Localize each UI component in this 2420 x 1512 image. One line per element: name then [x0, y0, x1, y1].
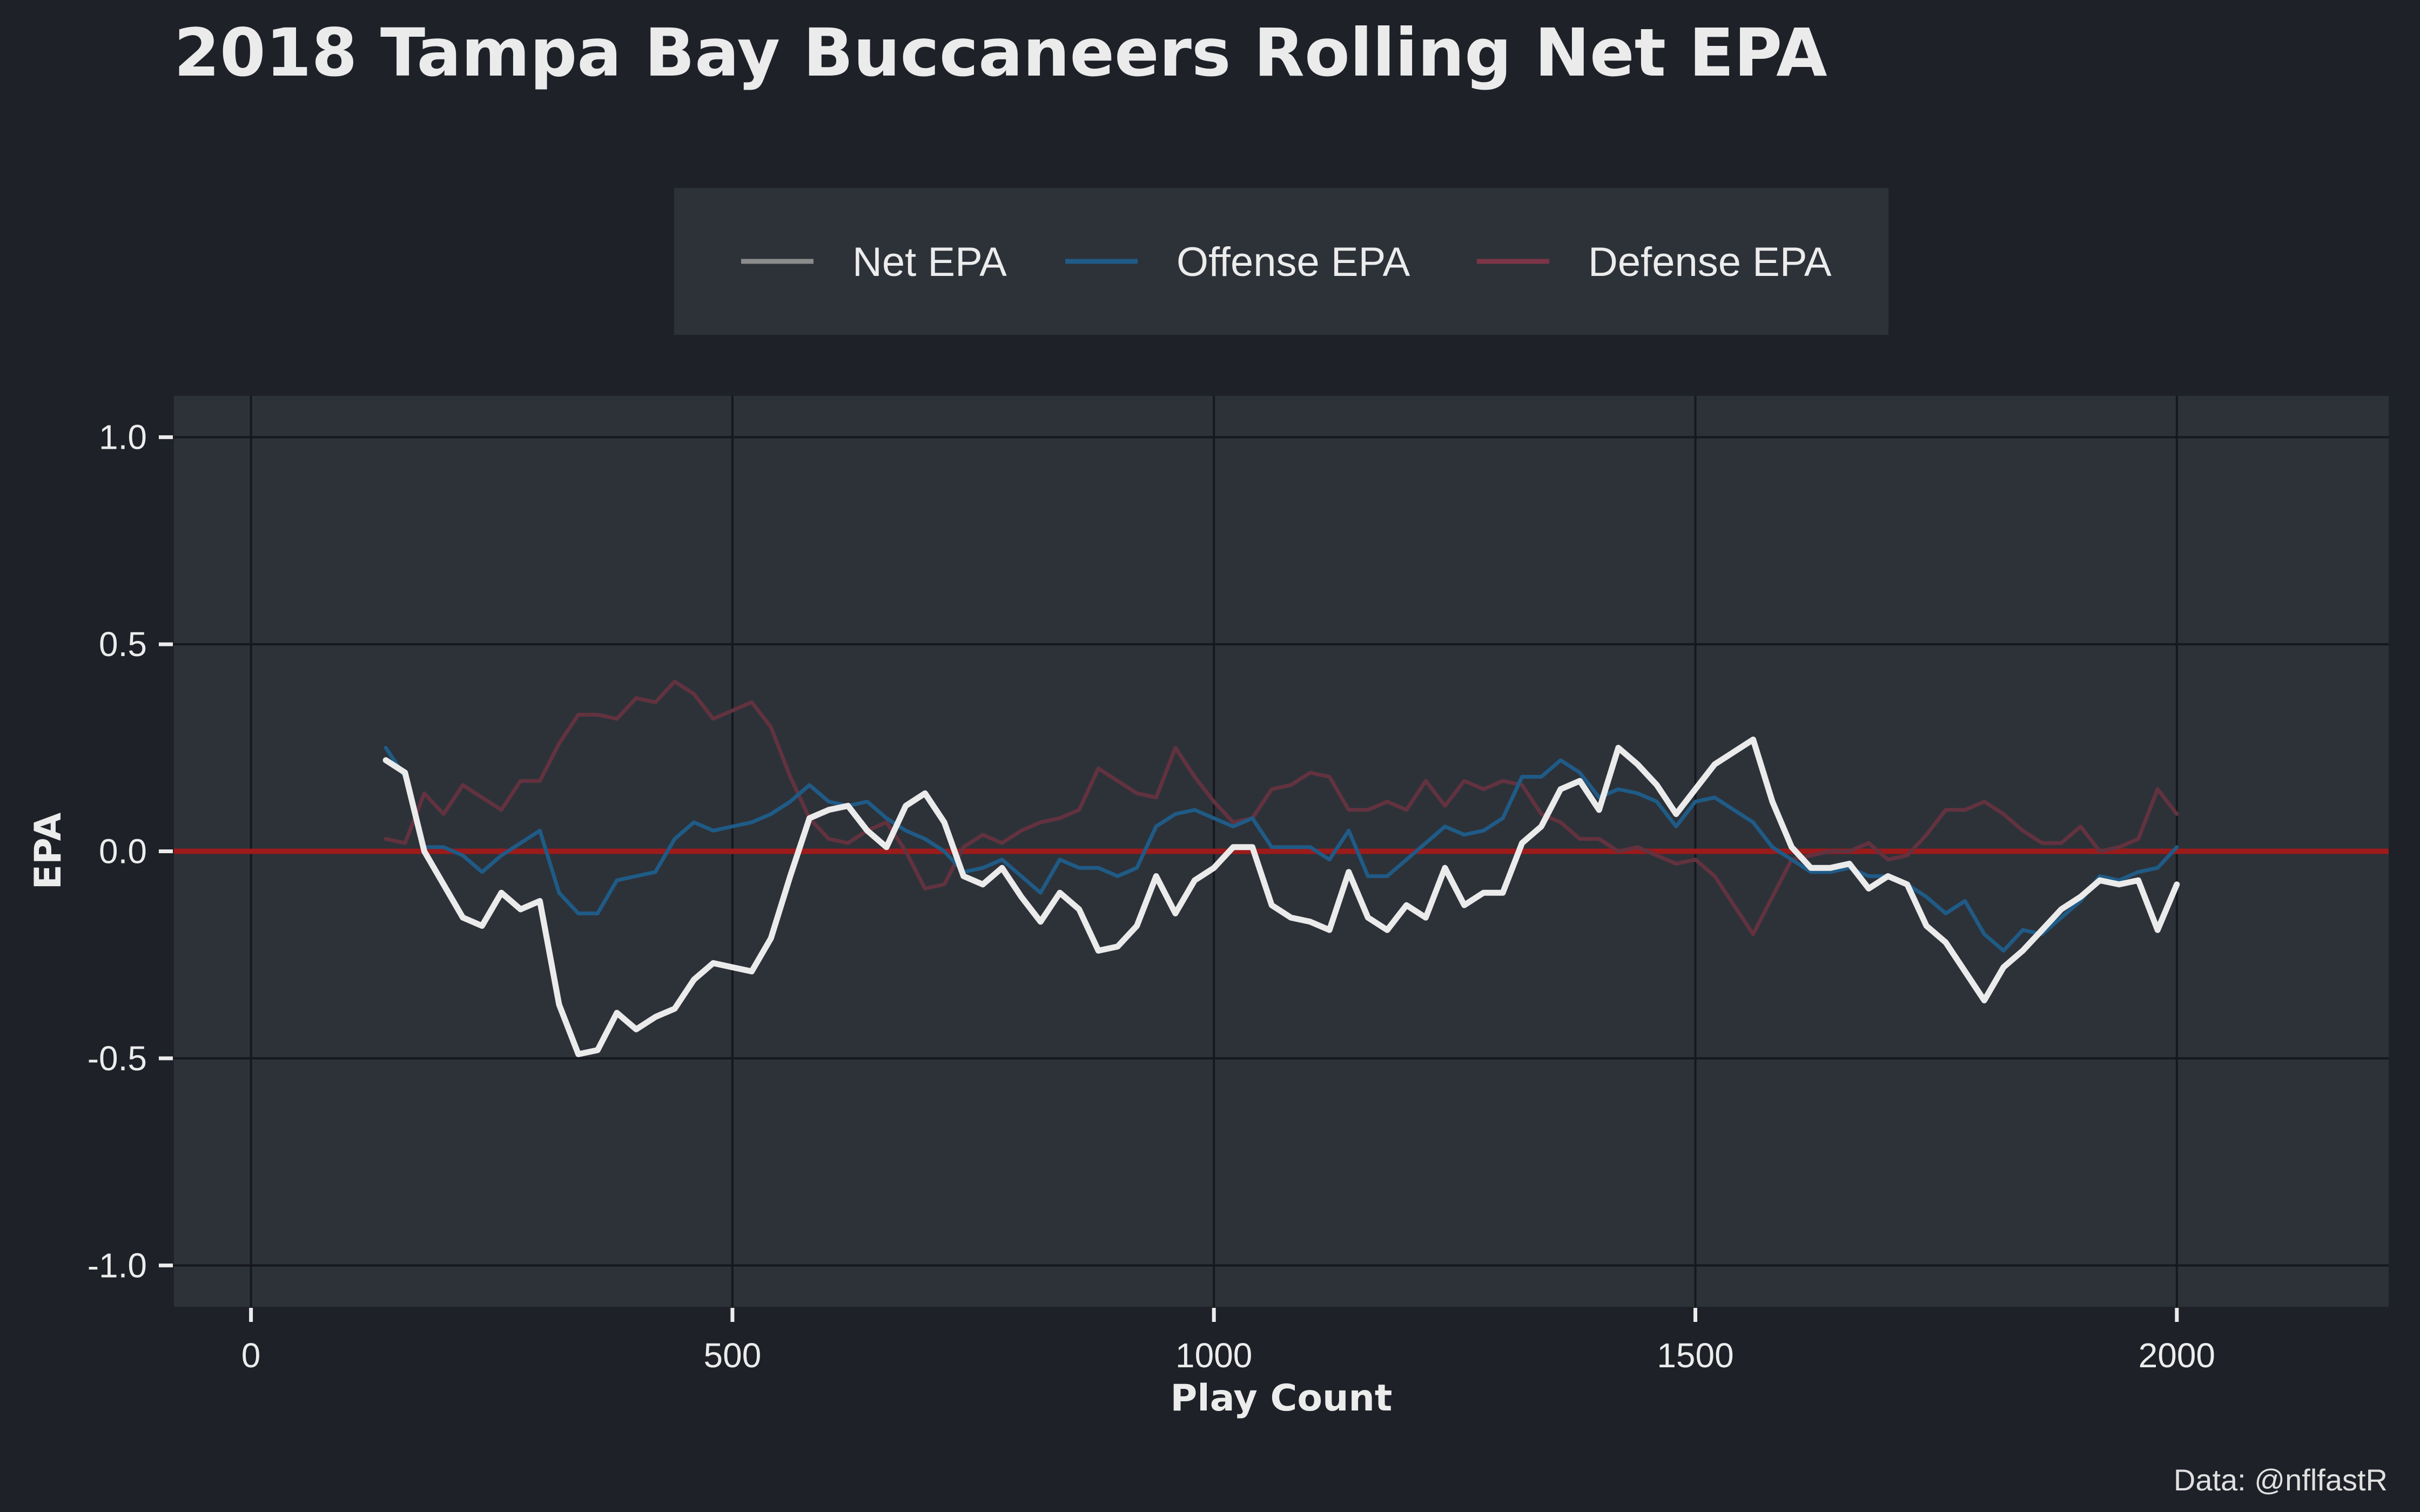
y-tick-label: 0.0 [99, 832, 147, 871]
legend-label-defense-epa: Defense EPA [1588, 239, 1832, 285]
data-source-caption: Data: @nflfastR [2174, 1463, 2388, 1497]
x-axis-title: Play Count [1171, 1377, 1393, 1420]
legend: Net EPA Offense EPA Defense EPA [674, 188, 1888, 335]
legend-label-offense-epa: Offense EPA [1177, 239, 1410, 285]
legend-label-net-epa: Net EPA [852, 239, 1007, 285]
chart-title: 2018 Tampa Bay Buccaneers Rolling Net EP… [174, 15, 1827, 91]
defense-epa-line [384, 679, 2179, 936]
offense-epa-line [384, 746, 2179, 953]
x-tick-label: 1500 [1657, 1336, 1733, 1375]
y-tick-label: -0.5 [88, 1039, 147, 1078]
y-tick-label: -1.0 [88, 1246, 147, 1285]
net-epa-line [382, 737, 2180, 1057]
legend-items: Net EPA Offense EPA Defense EPA [741, 239, 1832, 285]
y-axis-title: EPA [27, 812, 70, 889]
legend-box [674, 188, 1888, 335]
x-axis: 0 500 1000 1500 2000 [241, 1308, 2215, 1375]
x-tick-label: 500 [704, 1336, 762, 1375]
x-tick-label: 0 [241, 1336, 261, 1375]
x-tick-label: 2000 [2139, 1336, 2215, 1375]
y-tick-label: 0.5 [99, 625, 147, 664]
x-tick-label: 1000 [1175, 1336, 1252, 1375]
series-lines [382, 679, 2180, 1057]
y-tick-label: 1.0 [99, 418, 147, 457]
plot-panel [174, 396, 2389, 1307]
y-axis: 1.0 0.5 0.0 -0.5 -1.0 [88, 418, 173, 1285]
